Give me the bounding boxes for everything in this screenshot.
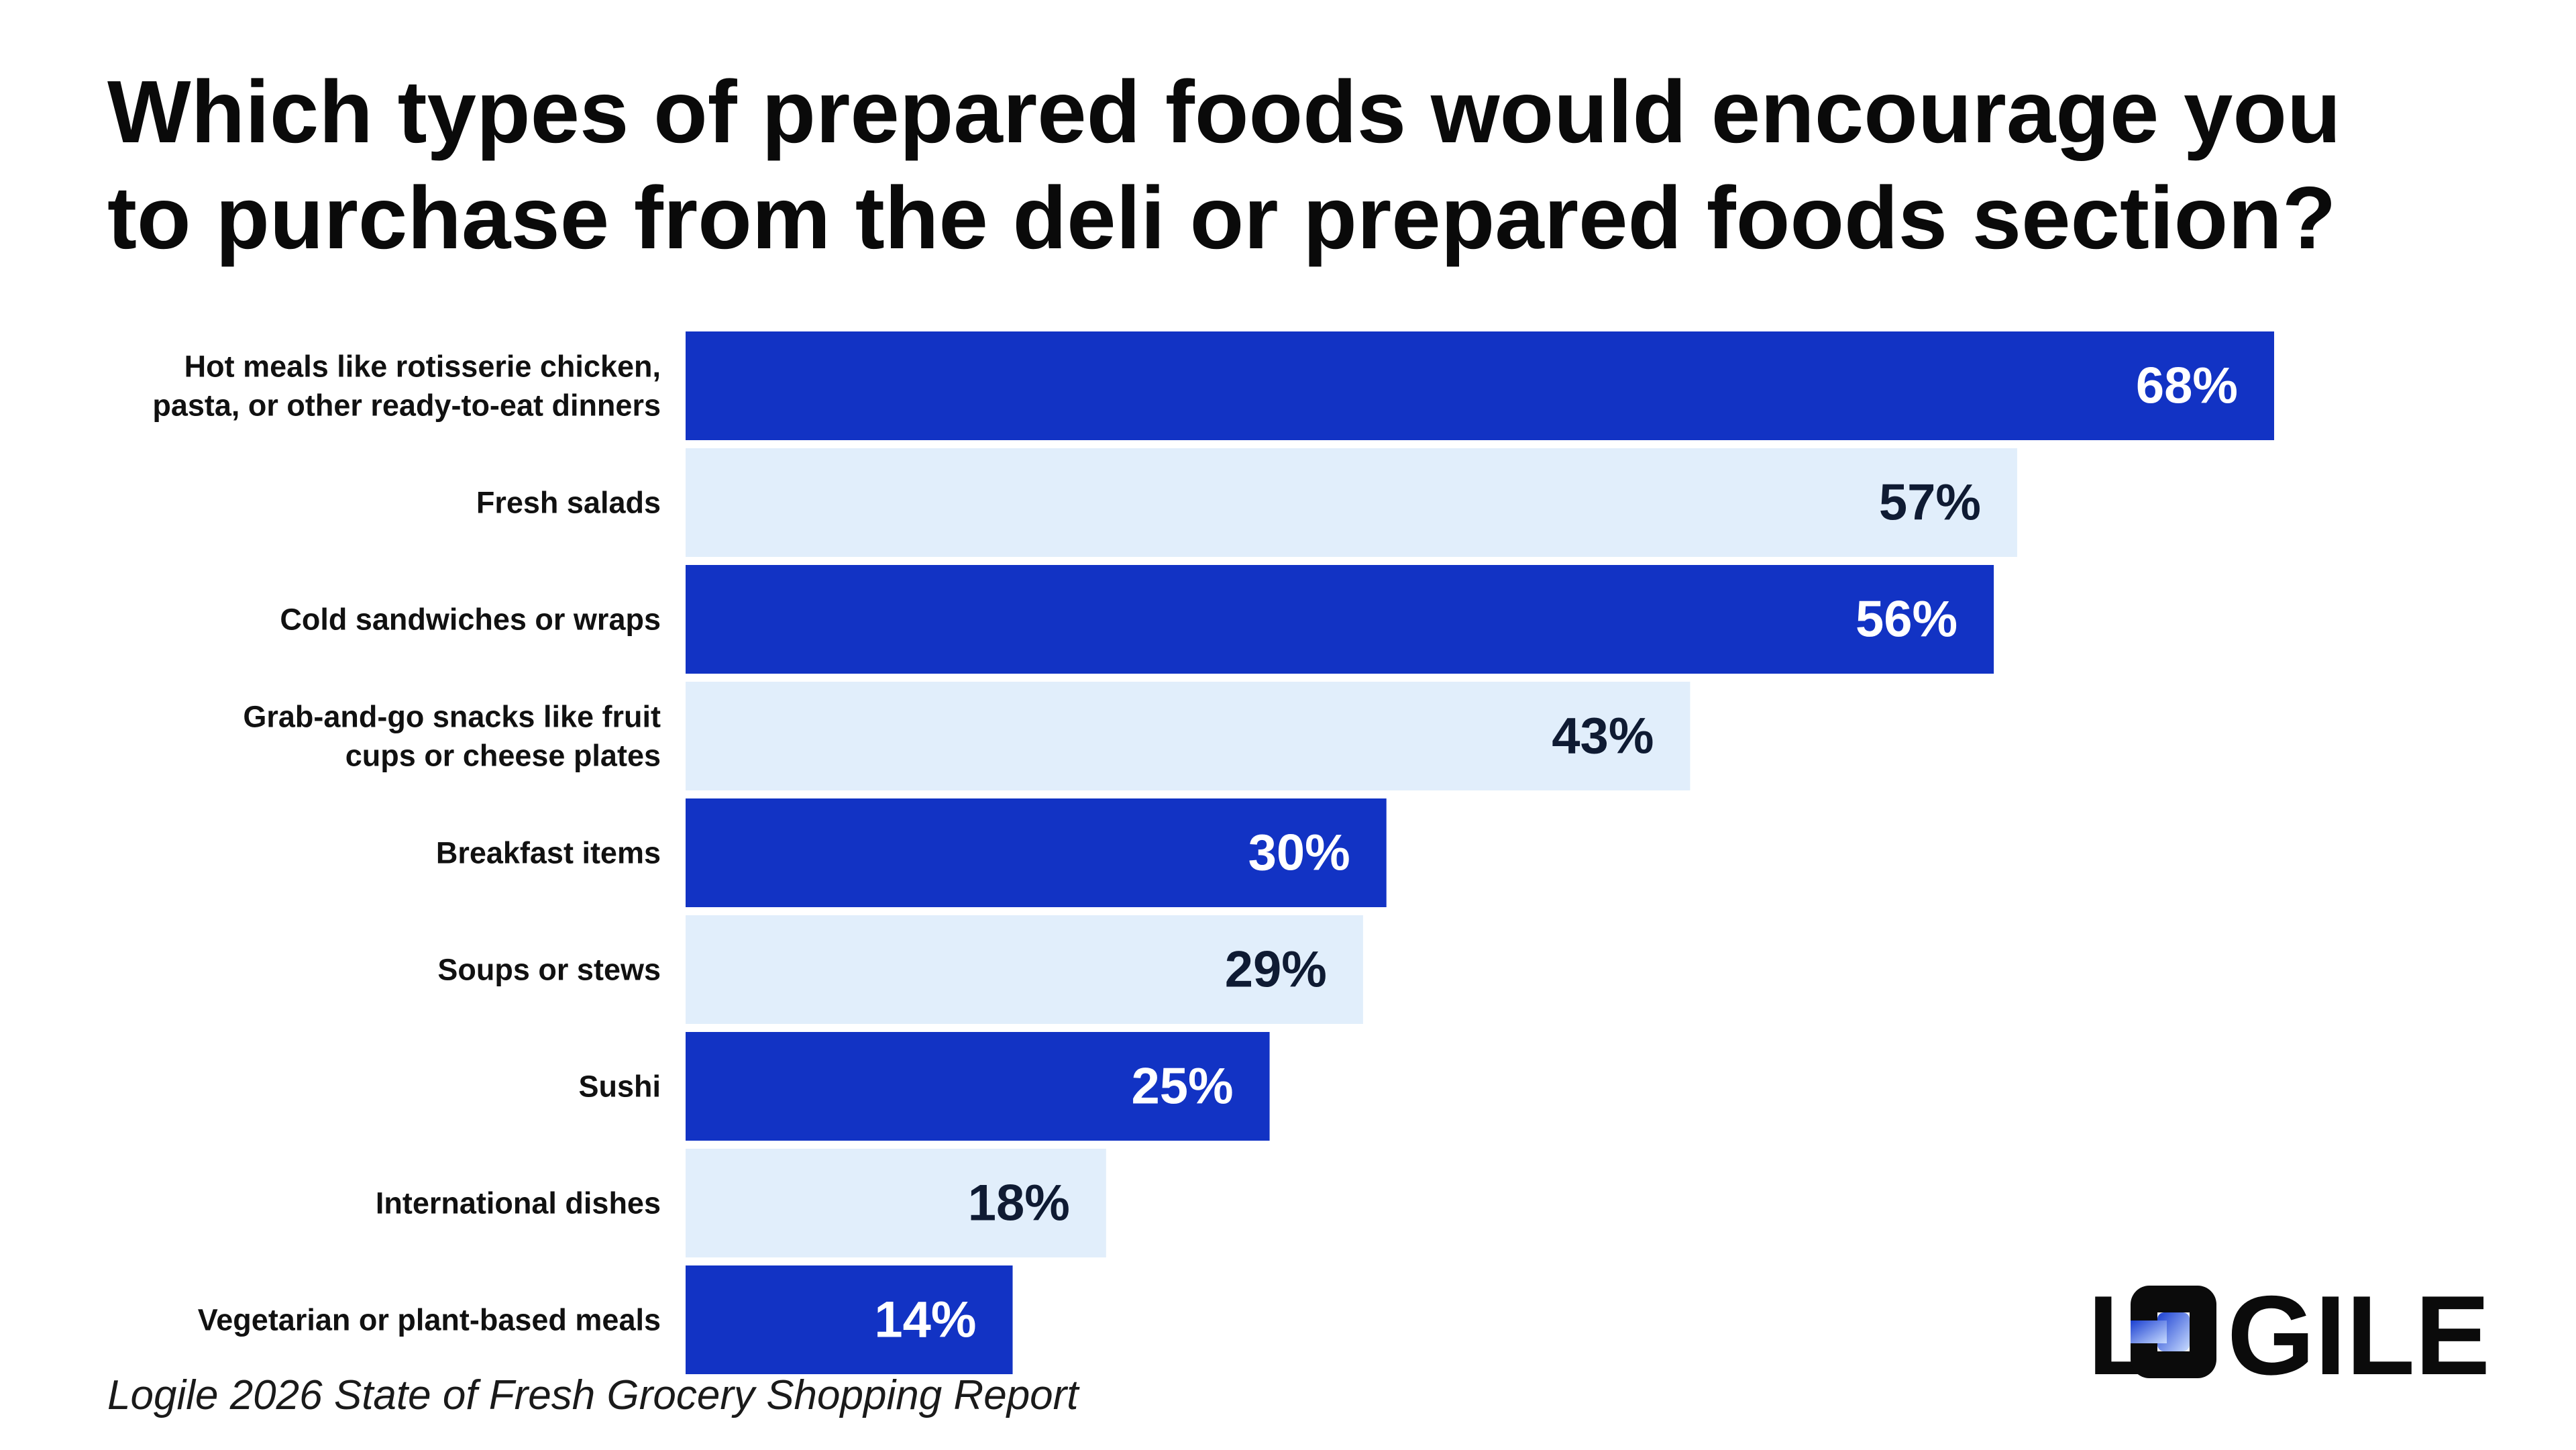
- bar-7: [686, 1032, 1270, 1141]
- category-label-4-line-2: cups or cheese plates: [345, 739, 661, 773]
- bar-8: [686, 1149, 1106, 1257]
- category-label-9-line-1: Vegetarian or plant-based meals: [198, 1303, 661, 1337]
- category-label-6: Soups or stews: [437, 953, 661, 987]
- category-label-4: Grab-and-go snacks like fruit cups or che…: [243, 700, 661, 773]
- page-title-line-2: to purchase from the deli or prepared fo…: [107, 168, 2337, 267]
- category-label-2-line-1: Fresh salads: [476, 486, 661, 520]
- category-label-5: Breakfast items: [436, 836, 661, 870]
- value-label-2: 57%: [1879, 474, 1981, 531]
- logo-o-mark-icon: [2131, 1286, 2216, 1378]
- category-labels-group: Hot meals like rotisserie chicken, pasta,…: [152, 350, 661, 1337]
- logile-logo: L GILE: [2088, 1282, 2490, 1382]
- bar-9: [686, 1265, 1013, 1374]
- category-label-1-line-2: pasta, or other ready-to-eat dinners: [152, 389, 661, 423]
- page-title-line-1: Which types of prepared foods would enco…: [107, 62, 2341, 161]
- category-label-7-line-1: Sushi: [578, 1070, 661, 1104]
- category-label-8: International dishes: [376, 1186, 661, 1221]
- value-labels-group: 68% 57% 56% 43% 30% 29% 25% 18% 14%: [874, 358, 2238, 1349]
- value-label-8: 18%: [968, 1175, 1070, 1232]
- category-label-3: Cold sandwiches or wraps: [280, 603, 661, 637]
- bar-1: [686, 331, 2274, 440]
- logo-wordmark-rest: GILE: [2227, 1282, 2490, 1382]
- value-label-3: 56%: [1856, 591, 1957, 648]
- value-label-1: 68%: [2136, 358, 2238, 415]
- bars-group: [686, 331, 2274, 1374]
- category-label-3-line-1: Cold sandwiches or wraps: [280, 603, 661, 637]
- value-label-6: 29%: [1225, 941, 1327, 998]
- category-label-5-line-1: Breakfast items: [436, 836, 661, 870]
- category-label-1: Hot meals like rotisserie chicken, pasta,…: [152, 350, 661, 423]
- bar-4: [686, 682, 1690, 790]
- value-label-5: 30%: [1248, 825, 1350, 882]
- bar-3: [686, 565, 1994, 674]
- value-label-4: 43%: [1552, 708, 1654, 765]
- category-label-2: Fresh salads: [476, 486, 661, 520]
- category-label-4-line-1: Grab-and-go snacks like fruit: [243, 700, 661, 734]
- category-label-8-line-1: International dishes: [376, 1186, 661, 1221]
- source-note: Logile 2026 State of Fresh Grocery Shopp…: [107, 1372, 1079, 1418]
- bar-6: [686, 915, 1363, 1024]
- value-label-9: 14%: [874, 1292, 976, 1349]
- category-label-7: Sushi: [578, 1070, 661, 1104]
- bar-5: [686, 798, 1387, 907]
- category-label-6-line-1: Soups or stews: [437, 953, 661, 987]
- bar-2: [686, 448, 2017, 557]
- category-label-1-line-1: Hot meals like rotisserie chicken,: [184, 350, 661, 384]
- value-label-7: 25%: [1131, 1058, 1233, 1115]
- page-title: Which types of prepared foods would enco…: [107, 59, 2388, 271]
- category-label-9: Vegetarian or plant-based meals: [198, 1303, 661, 1337]
